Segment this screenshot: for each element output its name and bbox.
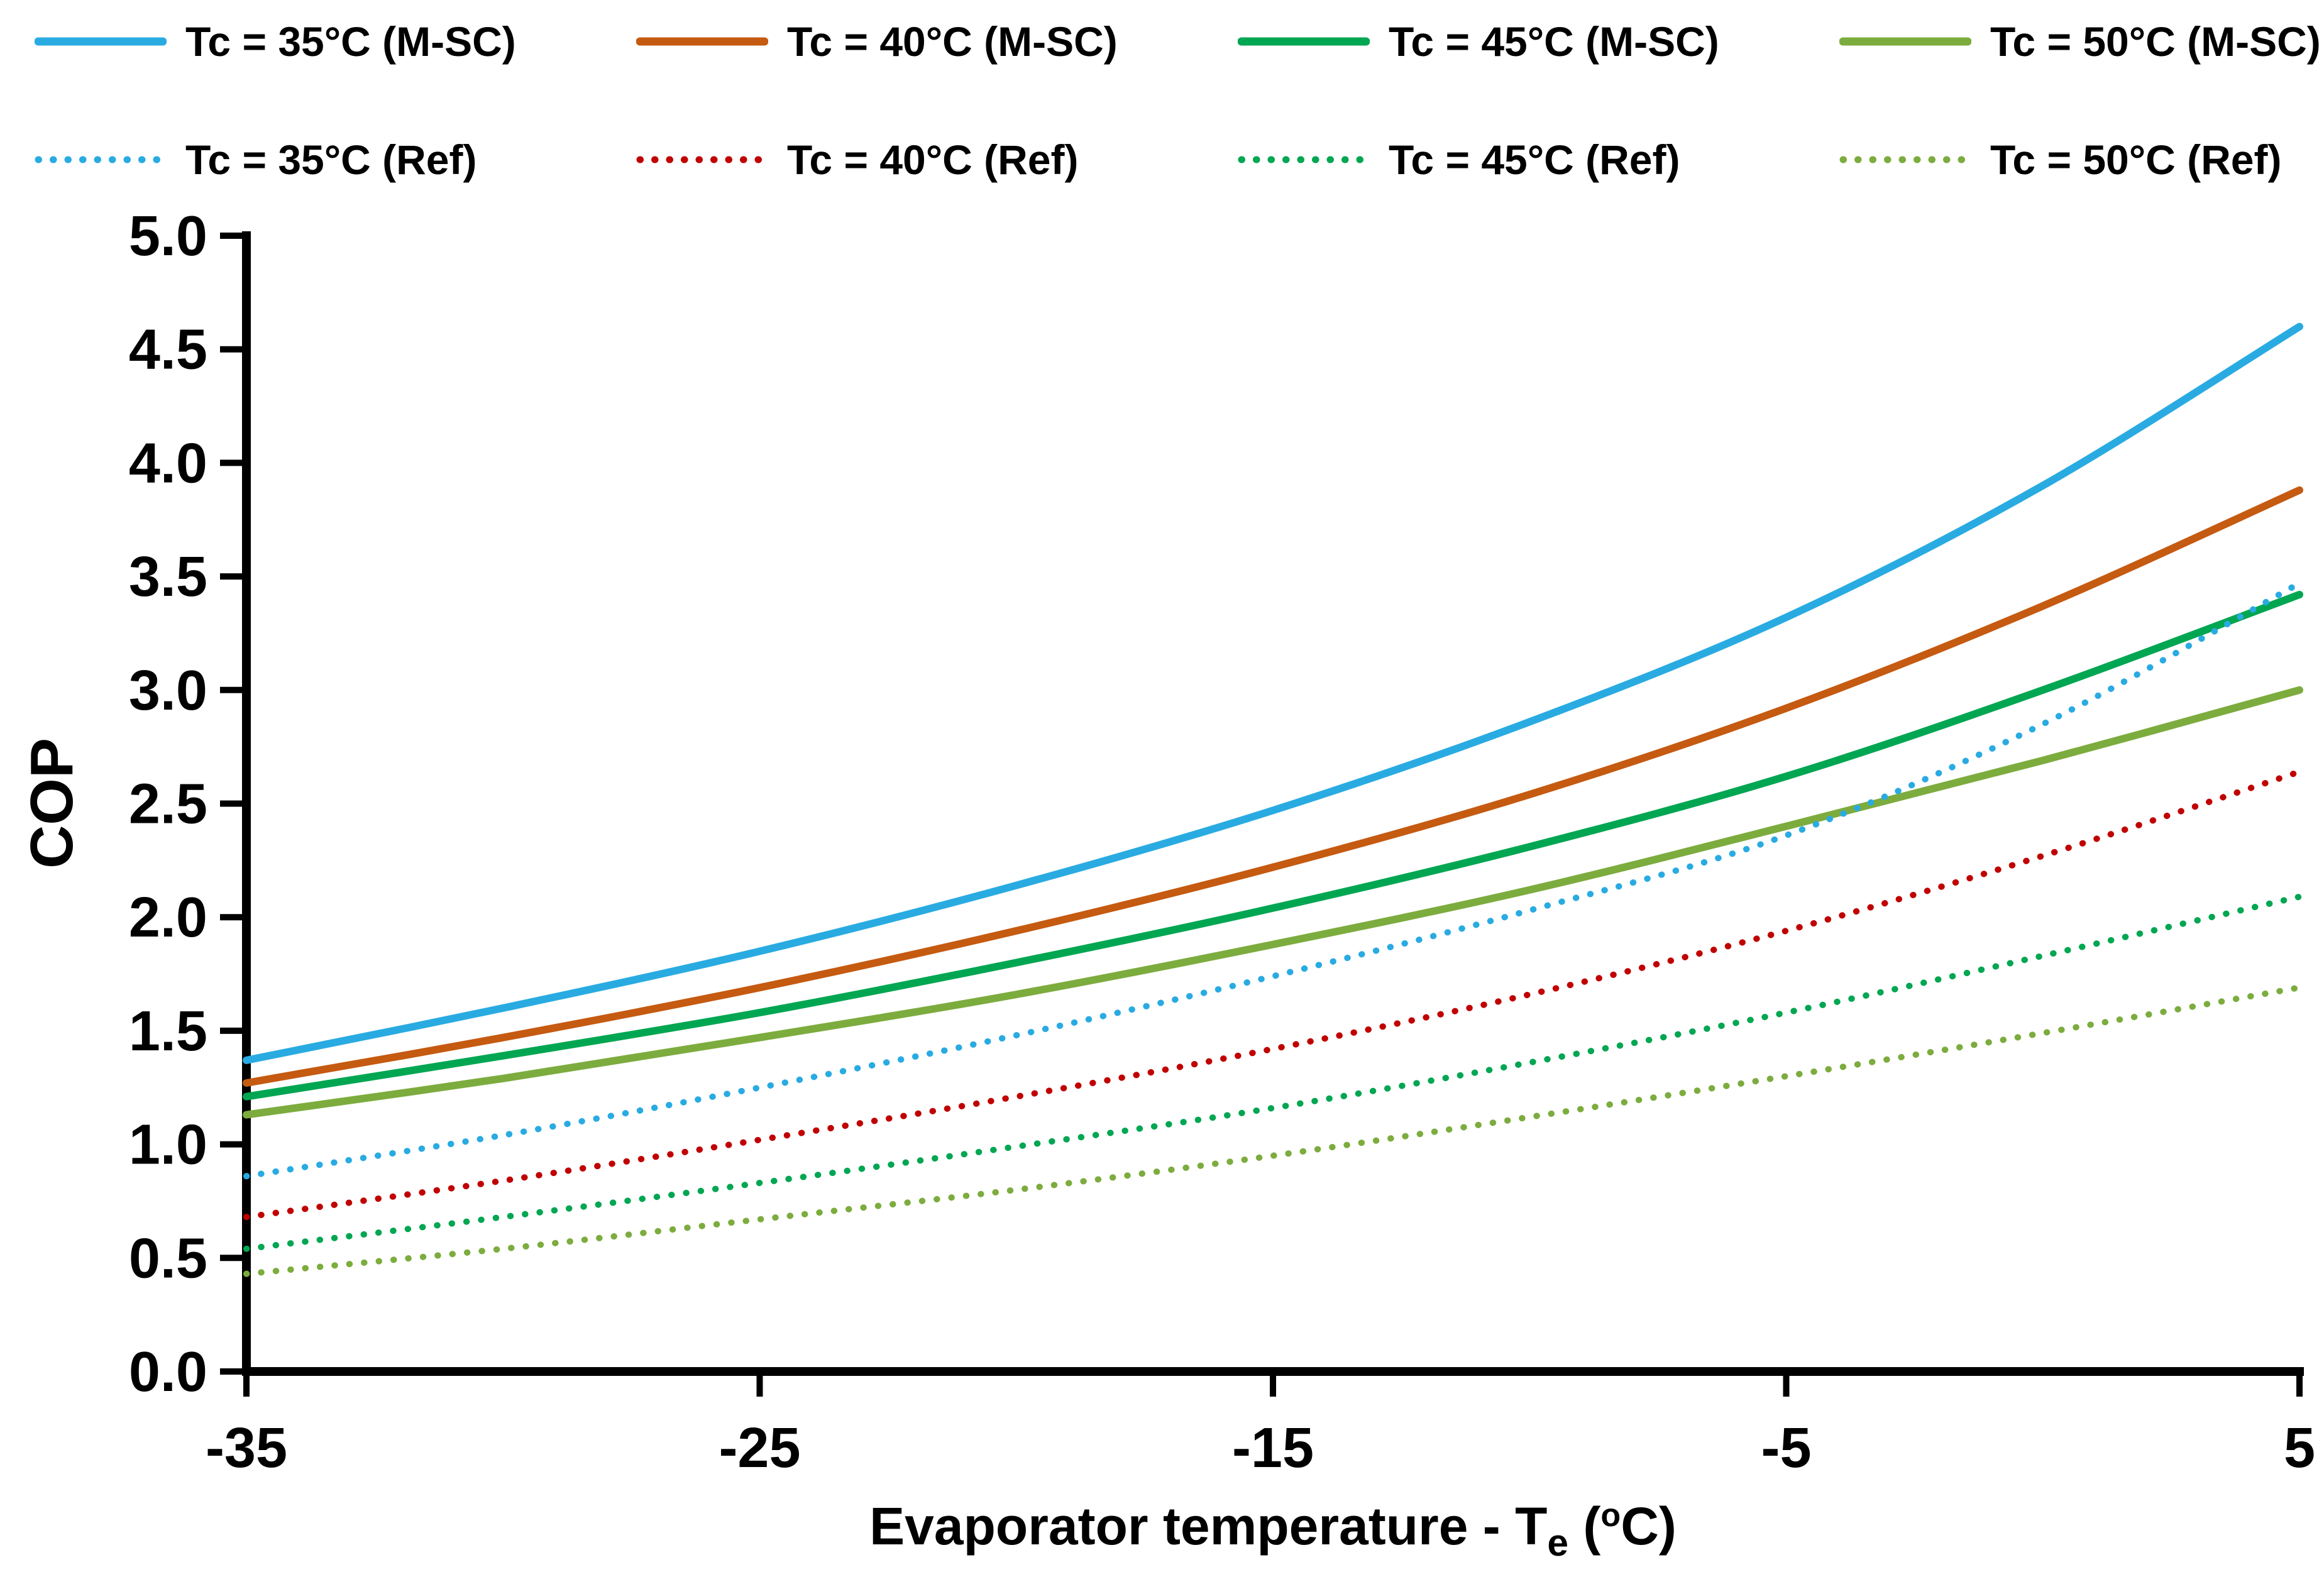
legend-item: Tc = 35°C (M-SC) bbox=[35, 18, 636, 65]
y-tick-label: 5.0 bbox=[129, 205, 207, 268]
x-tick-label: -25 bbox=[719, 1417, 800, 1480]
x-axis-title-post: C) bbox=[1621, 1497, 1677, 1556]
x-tick-label: -35 bbox=[206, 1417, 287, 1480]
x-tick-label: -15 bbox=[1232, 1417, 1314, 1480]
series-path-5 bbox=[243, 768, 2303, 1221]
y-tick-label: 4.5 bbox=[129, 319, 207, 382]
legend-label: Tc = 45°C (Ref) bbox=[1389, 136, 1680, 183]
legend-dotted-line-sample bbox=[1839, 156, 1971, 163]
legend-label: Tc = 50°C (Ref) bbox=[1990, 136, 2282, 183]
x-axis-title-mid: ( bbox=[1568, 1497, 1601, 1556]
series-path-7 bbox=[243, 984, 2303, 1277]
legend-dotted-line-sample bbox=[35, 156, 167, 163]
y-tick-label: 4.0 bbox=[129, 432, 207, 495]
series-path-0 bbox=[243, 322, 2303, 1064]
legend-item: Tc = 35°C (Ref) bbox=[35, 136, 636, 184]
y-tick-label: 1.5 bbox=[129, 1000, 207, 1063]
series-path-6 bbox=[243, 893, 2303, 1252]
legend-label: Tc = 45°C (M-SC) bbox=[1389, 18, 1719, 65]
legend-item: Tc = 45°C (M-SC) bbox=[1238, 18, 1839, 65]
y-tick-label: 1.0 bbox=[129, 1114, 207, 1177]
series-path-3 bbox=[243, 686, 2303, 1119]
legend-label: Tc = 50°C (M-SC) bbox=[1990, 18, 2321, 65]
y-tick-label: 2.5 bbox=[129, 773, 207, 836]
series-path-2 bbox=[243, 591, 2303, 1101]
legend-dotted-line-sample bbox=[1238, 156, 1370, 163]
y-tick-label: 3.0 bbox=[129, 659, 207, 722]
legend-solid-line-sample bbox=[35, 37, 167, 46]
legend-label: Tc = 35°C (M-SC) bbox=[185, 18, 516, 65]
legend-label: Tc = 40°C (Ref) bbox=[787, 136, 1079, 183]
legend-dotted-line-sample bbox=[636, 156, 768, 163]
x-tick-label: -5 bbox=[1761, 1417, 1811, 1480]
legend-item: Tc = 40°C (M-SC) bbox=[636, 18, 1238, 65]
legend-label: Tc = 40°C (M-SC) bbox=[787, 18, 1118, 65]
legend-item: Tc = 45°C (Ref) bbox=[1238, 136, 1839, 184]
legend-item: Tc = 50°C (M-SC) bbox=[1839, 18, 2324, 65]
x-axis-title: Evaporator temperature - Te (oC) bbox=[246, 1496, 2299, 1564]
y-tick-label: 2.0 bbox=[129, 886, 207, 949]
chart-legend: Tc = 35°C (M-SC) Tc = 40°C (M-SC) Tc = 45°… bbox=[35, 0, 2323, 219]
x-axis-title-sub: e bbox=[1547, 1520, 1569, 1564]
y-tick-label: 0.0 bbox=[129, 1341, 207, 1404]
legend-item: Tc = 40°C (Ref) bbox=[636, 136, 1238, 184]
legend-row-msc: Tc = 35°C (M-SC) Tc = 40°C (M-SC) Tc = 45°… bbox=[35, 0, 2323, 101]
x-axis-title-pre: Evaporator temperature - T bbox=[869, 1497, 1548, 1556]
legend-label: Tc = 35°C (Ref) bbox=[185, 136, 477, 183]
series-path-1 bbox=[243, 486, 2303, 1087]
legend-solid-line-sample bbox=[1238, 37, 1370, 46]
y-tick-label: 3.5 bbox=[129, 546, 207, 608]
legend-item: Tc = 50°C (Ref) bbox=[1839, 136, 2324, 184]
series-path-4 bbox=[243, 580, 2303, 1180]
x-tick-label: 5 bbox=[2284, 1417, 2315, 1480]
legend-solid-line-sample bbox=[1839, 37, 1971, 46]
legend-solid-line-sample bbox=[636, 37, 768, 46]
y-tick-label: 0.5 bbox=[129, 1227, 207, 1290]
y-axis-title: COP bbox=[18, 738, 85, 869]
legend-row-ref: Tc = 35°C (Ref) Tc = 40°C (Ref) Tc = 45°C … bbox=[35, 101, 2323, 219]
x-axis-title-sup: o bbox=[1600, 1497, 1621, 1534]
